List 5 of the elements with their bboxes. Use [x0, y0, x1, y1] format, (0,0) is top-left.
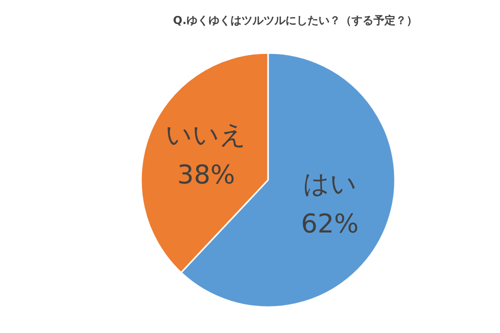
- data-label: 38%: [177, 160, 236, 191]
- slice-label: いいえ: [166, 120, 247, 151]
- data-label: 62%: [300, 209, 359, 240]
- chart-title: Q.ゆくゆくはツルツルにしたい？（する予定？）: [173, 14, 418, 27]
- slice-label: はい: [302, 169, 357, 200]
